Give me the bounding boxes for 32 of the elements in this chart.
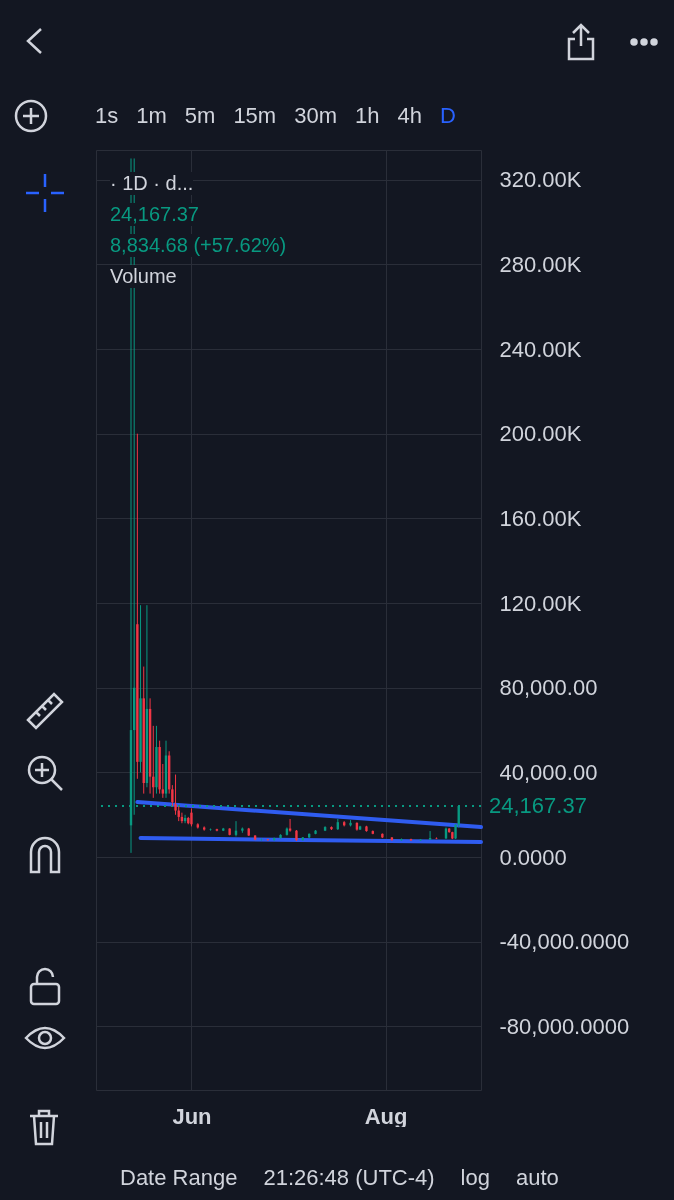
x-tick-label: Jun [172,1103,212,1129]
y-tick-label: -80,000.0000 [499,1013,630,1039]
y-tick-label: 280.00K [499,251,582,277]
annotation: 8,834.68 (+57.62%) [110,234,287,257]
text: 4h [397,103,422,128]
candlestick [400,837,403,842]
text: D [439,103,456,128]
y-tick-label: 80,000.00 [499,675,598,701]
text: 15m [233,103,277,128]
text: 1m [136,103,167,128]
text: 5m [184,103,216,128]
text: auto [515,1165,559,1190]
candlestick [260,837,263,842]
text: log [460,1165,490,1190]
annotation: 24,167.37 [110,203,199,226]
y-tick-label: 240.00K [499,336,582,362]
y-tick-label: 0.0000 [499,844,567,870]
text: Date Range [120,1165,238,1190]
ref-line-label: 24,167.37 [489,792,587,818]
y-tick-label: 320.00K [499,167,582,193]
annotation: Volume [110,265,177,288]
y-tick-label: -40,000.0000 [499,929,630,955]
text: 21:26:48 (UTC-4) [263,1165,435,1190]
y-tick-label: 200.00K [499,421,582,447]
annotation: · 1D · d... [110,172,194,195]
y-tick-label: 160.00K [499,505,582,531]
y-tick-label: 40,000.00 [499,759,598,785]
text: 30m [294,103,337,128]
candlestick [428,830,432,841]
text: 1h [354,103,380,128]
text: 1s [95,103,119,128]
y-tick-label: 120.00K [499,590,582,616]
